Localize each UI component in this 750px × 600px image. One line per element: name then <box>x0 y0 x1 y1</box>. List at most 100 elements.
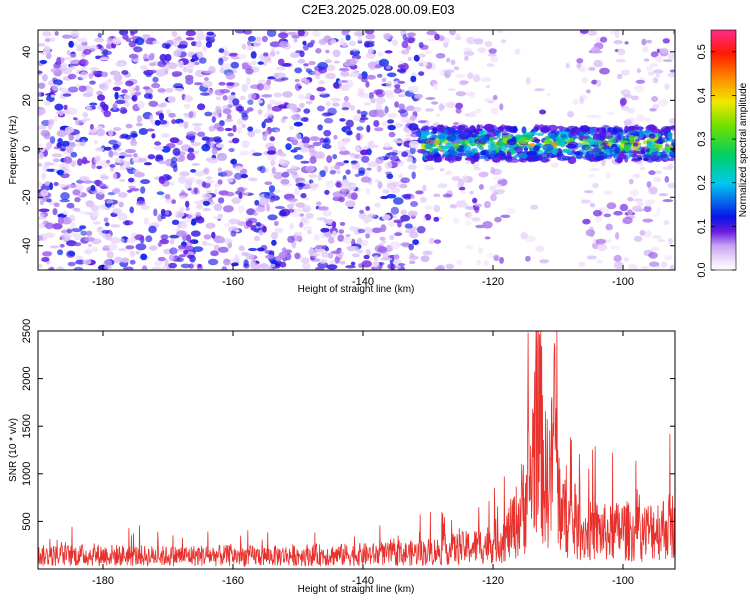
heatmap-cell <box>387 263 396 270</box>
heatmap-cell <box>290 164 298 169</box>
heatmap-cell <box>110 224 121 228</box>
heatmap-cell <box>267 103 272 111</box>
heatmap-cell <box>90 204 99 212</box>
heatmap-cell <box>628 137 634 144</box>
spectrogram-y-ticks: -40 -20 0 20 40 <box>21 46 675 254</box>
heatmap-cell <box>454 102 464 110</box>
heatmap-cell <box>464 140 470 146</box>
heatmap-cell <box>446 134 457 143</box>
heatmap-cell <box>482 221 493 229</box>
heatmap-cell <box>85 105 91 110</box>
y-tick-label: -40 <box>21 238 33 254</box>
heatmap-cell <box>591 79 598 85</box>
heatmap-cell <box>119 134 126 139</box>
heatmap-cell <box>325 180 335 188</box>
heatmap-cell <box>266 79 271 86</box>
heatmap-cell <box>178 176 187 184</box>
heatmap-cell <box>359 209 365 214</box>
heatmap-cell <box>321 143 326 148</box>
heatmap-cell <box>203 70 214 74</box>
heatmap-cell <box>38 235 44 242</box>
heatmap-cell <box>122 33 129 40</box>
heatmap-cell <box>629 189 639 197</box>
heatmap-cell <box>420 127 428 132</box>
heatmap-cell <box>266 153 277 161</box>
heatmap-cell <box>119 152 127 156</box>
snr-x-label: Height of straight line (km) <box>298 584 415 595</box>
heatmap-cell <box>211 116 216 123</box>
heatmap-cell <box>501 39 507 44</box>
heatmap-cell <box>348 48 360 52</box>
heatmap-cell <box>653 213 660 218</box>
heatmap-cell <box>269 99 278 105</box>
heatmap-cell <box>280 261 287 268</box>
heatmap-cell <box>128 53 139 59</box>
heatmap-cell <box>113 187 121 194</box>
heatmap-cell <box>422 184 427 192</box>
heatmap-cell <box>172 147 181 156</box>
heatmap-cell <box>52 77 58 83</box>
heatmap-cell <box>363 254 370 260</box>
heatmap-cell <box>324 189 330 195</box>
heatmap-cell <box>309 156 317 164</box>
heatmap-cell <box>94 147 104 152</box>
heatmap-cell <box>361 71 368 80</box>
heatmap-cell <box>455 156 462 162</box>
heatmap-cell <box>68 133 75 141</box>
heatmap-cell <box>637 126 644 131</box>
heatmap-cell <box>134 234 145 241</box>
heatmap-cell <box>320 227 330 233</box>
heatmap-cell <box>193 187 198 194</box>
heatmap-cell <box>73 117 78 121</box>
heatmap-cell <box>593 59 603 68</box>
heatmap-cell <box>350 192 358 201</box>
heatmap-cell <box>252 152 263 157</box>
heatmap-cell <box>498 137 504 142</box>
heatmap-cell <box>247 217 258 224</box>
heatmap-cell <box>350 160 358 164</box>
heatmap-cell <box>179 171 190 177</box>
heatmap-cell <box>615 146 620 154</box>
heatmap-cell <box>195 216 205 224</box>
heatmap-cell <box>45 162 55 166</box>
heatmap-cell <box>165 175 173 180</box>
heatmap-cell <box>394 101 399 108</box>
heatmap-cell <box>148 62 157 67</box>
heatmap-cell <box>187 69 193 74</box>
heatmap-cell <box>110 236 121 244</box>
heatmap-cell <box>636 68 642 74</box>
heatmap-cell <box>312 31 321 37</box>
heatmap-cell <box>85 86 94 95</box>
heatmap-cell <box>64 230 75 238</box>
heatmap-cell <box>49 266 55 270</box>
heatmap-cell <box>117 247 128 252</box>
heatmap-cell <box>247 126 254 132</box>
heatmap-cell <box>367 140 375 149</box>
heatmap-cell <box>309 94 315 101</box>
heatmap-cell <box>205 222 216 229</box>
heatmap-cell <box>434 239 441 244</box>
heatmap-cell <box>337 140 348 147</box>
heatmap-cell <box>178 60 184 69</box>
heatmap-cell <box>664 176 670 183</box>
heatmap-cell <box>627 127 635 132</box>
heatmap-cell <box>213 216 222 220</box>
heatmap-cell <box>499 103 504 111</box>
heatmap-cell <box>648 252 658 259</box>
heatmap-cell <box>219 69 224 73</box>
heatmap-cell <box>192 123 203 127</box>
heatmap-cell <box>129 30 138 35</box>
heatmap-cell <box>97 189 106 195</box>
heatmap-cell <box>222 108 232 115</box>
heatmap-cell <box>447 88 456 92</box>
colorbar-tick-label: 0.0 <box>696 262 708 277</box>
heatmap-cell <box>465 244 474 250</box>
heatmap-cell <box>605 223 613 231</box>
heatmap-cell <box>219 89 231 94</box>
heatmap-cell <box>366 74 376 80</box>
heatmap-cell <box>489 136 494 142</box>
heatmap-cell <box>114 80 124 86</box>
heatmap-cell <box>374 64 382 69</box>
heatmap-cell <box>425 97 436 100</box>
heatmap-cell <box>273 189 281 194</box>
